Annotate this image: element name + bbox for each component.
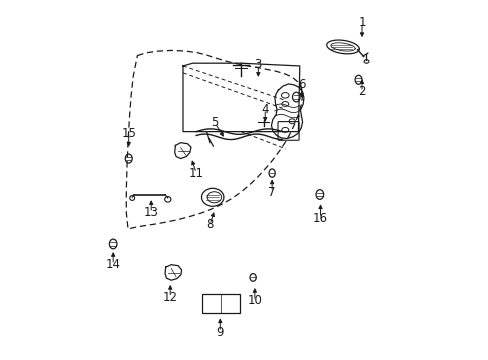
Text: 7: 7: [268, 186, 275, 199]
Text: 6: 6: [297, 78, 305, 91]
Text: 15: 15: [121, 127, 136, 140]
Text: 1: 1: [358, 16, 365, 29]
Text: 16: 16: [312, 212, 327, 225]
Text: 11: 11: [188, 167, 203, 180]
Text: 12: 12: [163, 291, 177, 304]
Text: 5: 5: [211, 117, 218, 130]
Text: 9: 9: [216, 325, 224, 338]
Text: 13: 13: [143, 206, 158, 219]
Text: 4: 4: [261, 103, 268, 116]
Text: 2: 2: [358, 85, 365, 98]
Text: 14: 14: [105, 258, 121, 271]
Text: 10: 10: [247, 294, 262, 307]
Text: 3: 3: [254, 58, 262, 71]
Text: 8: 8: [206, 219, 213, 231]
